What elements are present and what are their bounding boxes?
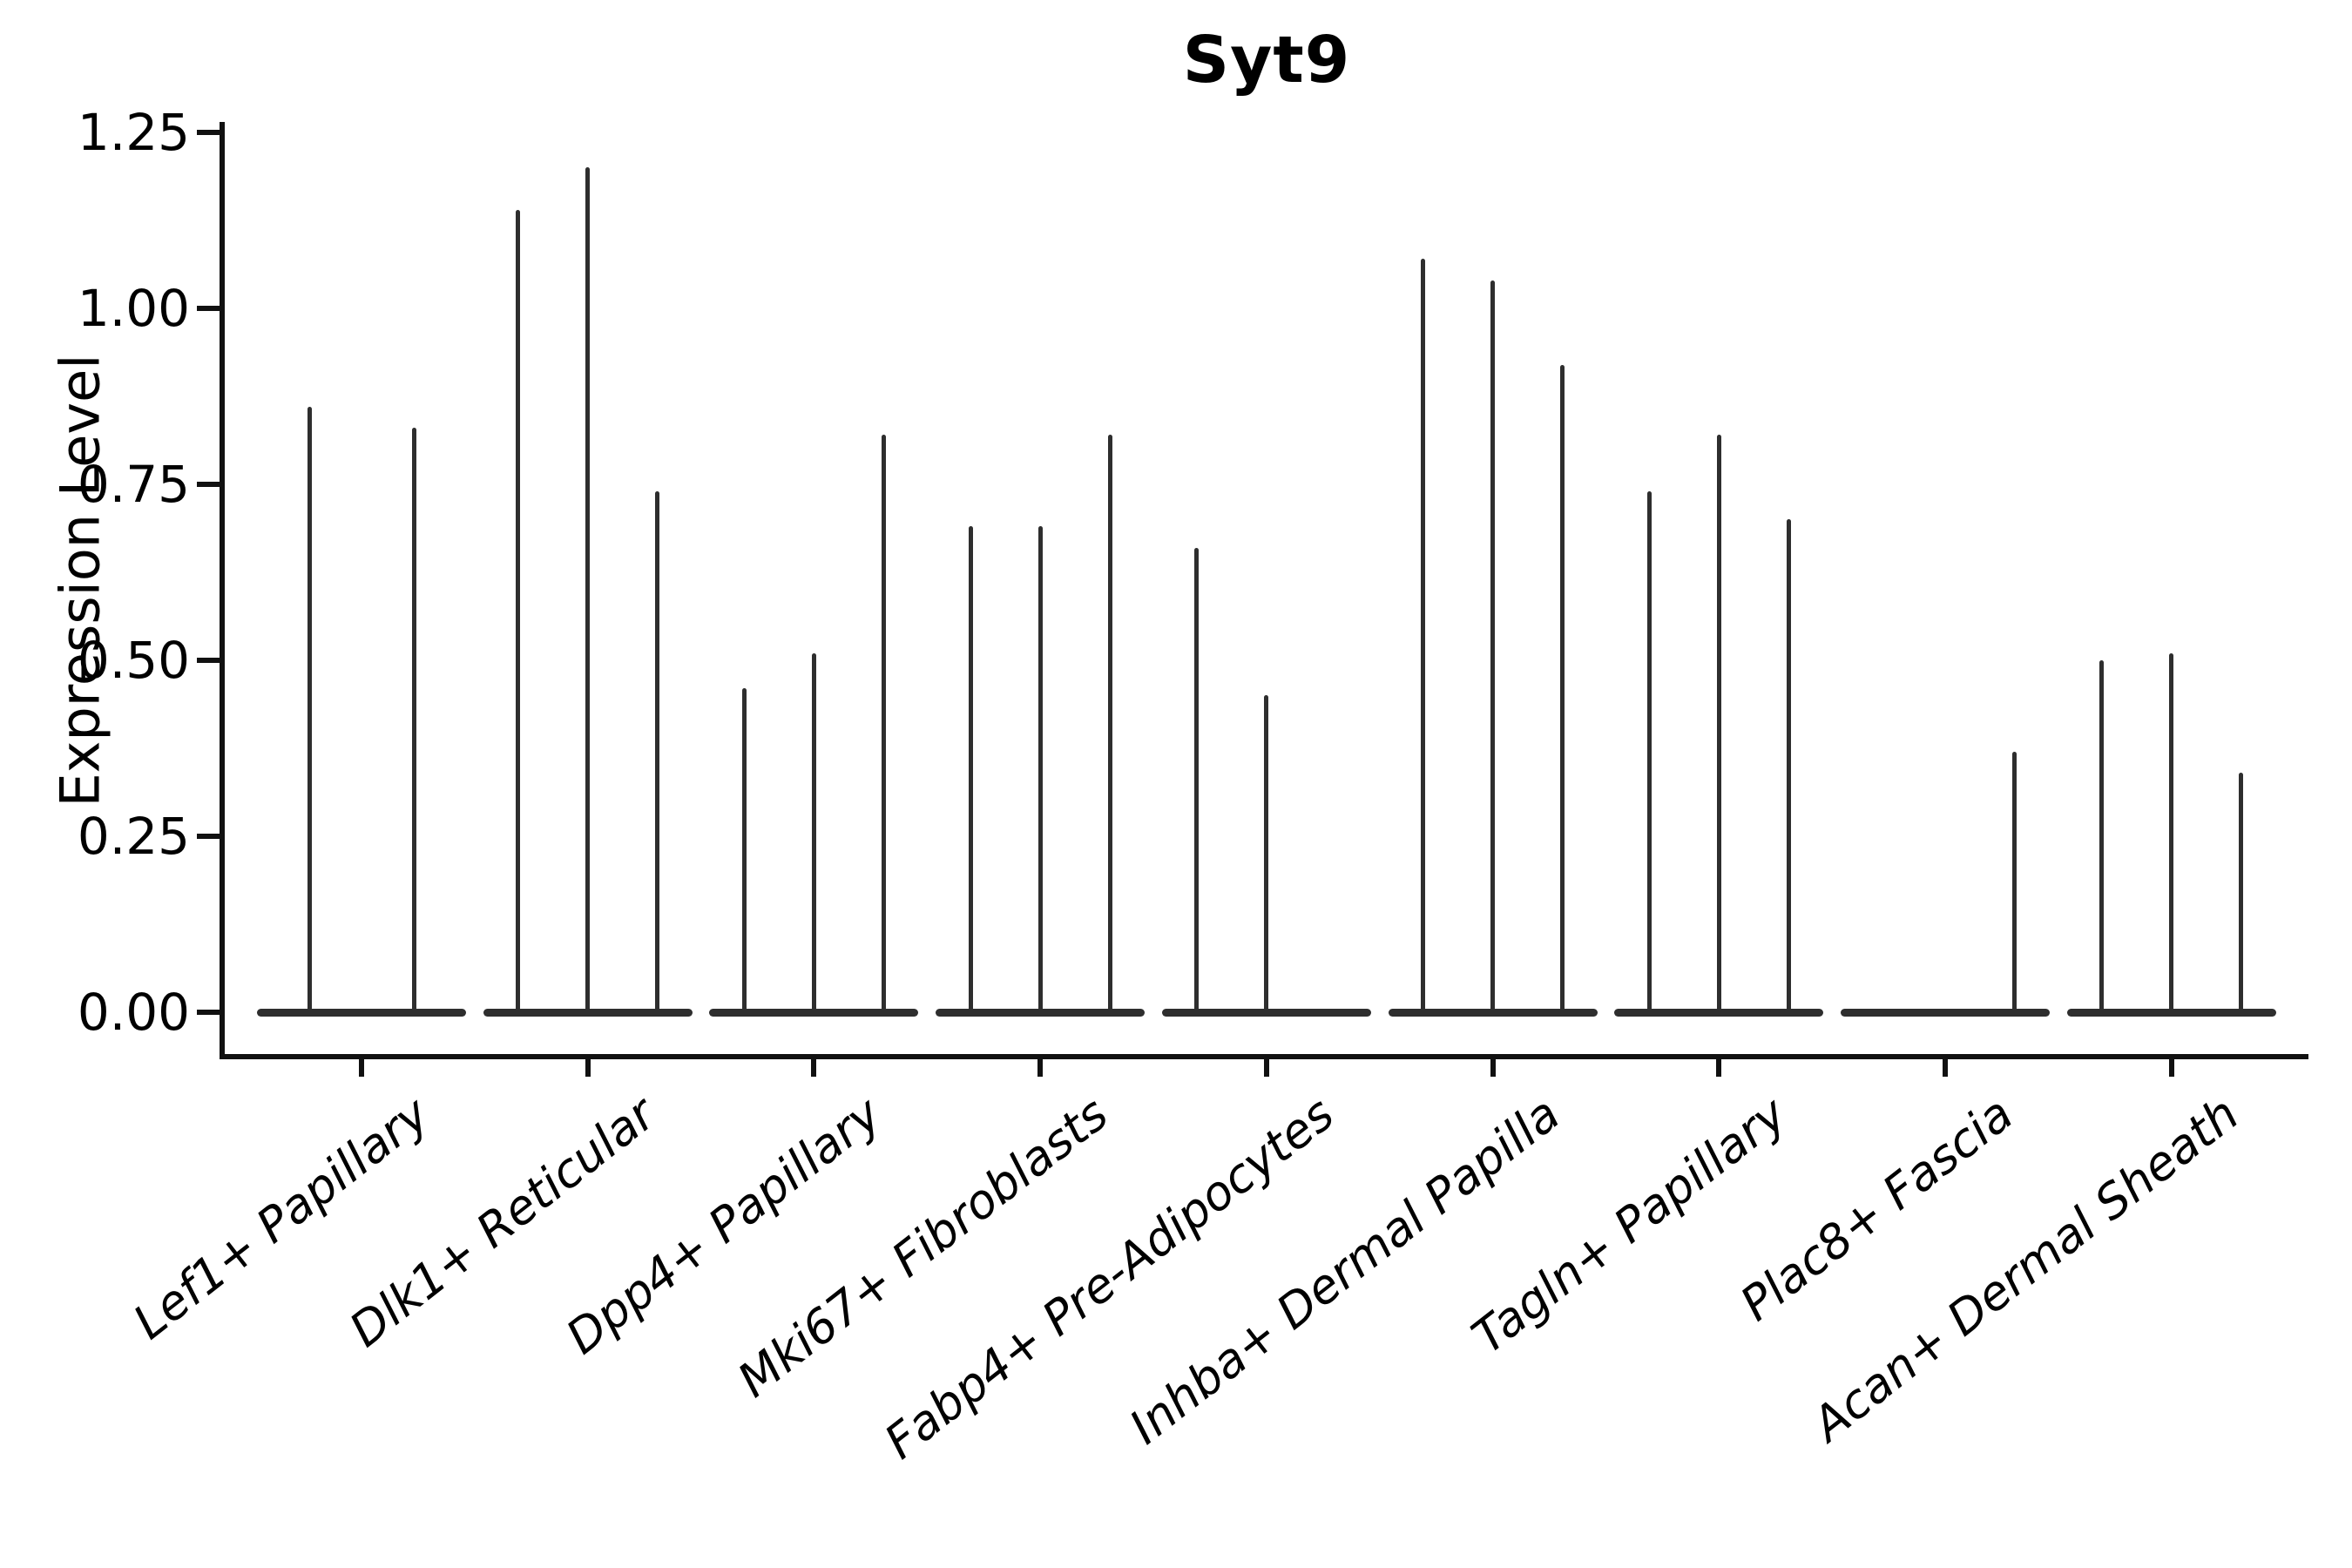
violin-spike [516, 209, 521, 1012]
violin-spike [741, 688, 747, 1012]
x-tick [1263, 1056, 1269, 1077]
y-tick-label: 1.25 [77, 103, 190, 162]
y-tick [197, 658, 221, 663]
x-tick-label: Mki67+ Fibroblasts [727, 1085, 1119, 1409]
violin-spike [2169, 652, 2174, 1012]
violin-body [257, 1009, 466, 1017]
violin-body [709, 1009, 919, 1017]
violin-spike [2239, 773, 2244, 1012]
violin-spike [2099, 660, 2105, 1012]
x-tick [2168, 1056, 2174, 1077]
violin-spike [811, 652, 816, 1012]
y-tick-label: 0.50 [77, 631, 190, 690]
y-tick-label: 0.75 [77, 455, 190, 514]
violin-spike [655, 491, 660, 1012]
violin-spike [1107, 435, 1112, 1012]
violin-spike [585, 167, 591, 1012]
violin-spike [307, 407, 312, 1012]
violin-spike [1037, 526, 1043, 1012]
y-tick [197, 130, 221, 135]
violin-body [1161, 1009, 1371, 1017]
y-tick-label: 0.25 [77, 807, 190, 866]
x-tick [359, 1056, 364, 1077]
y-tick [197, 1010, 221, 1015]
violin-body [483, 1009, 693, 1017]
violin-spike [968, 526, 973, 1012]
violin-body [1614, 1009, 1824, 1017]
x-tick [1942, 1056, 1948, 1077]
y-axis-label: Expression Level [48, 354, 112, 808]
violin-spike [1786, 519, 1791, 1012]
y-tick [197, 306, 221, 311]
violin-spike [1264, 695, 1269, 1012]
x-tick [585, 1056, 591, 1077]
violin-spike [1421, 259, 1425, 1012]
violin-body [936, 1009, 1146, 1017]
plot-title: Syt9 [1182, 23, 1351, 98]
violin-spike [1646, 491, 1652, 1012]
violin-body [2066, 1009, 2276, 1017]
y-tick-label: 1.00 [77, 279, 190, 338]
violin-spike [1716, 435, 1721, 1012]
x-tick [811, 1056, 817, 1077]
violin-spike [2012, 752, 2017, 1012]
violin-spike [1560, 364, 1565, 1012]
x-tick-label: Fabp4+ Pre-Adipocytes [874, 1085, 1344, 1470]
violin-spike [411, 428, 416, 1012]
violin-spike [1490, 280, 1495, 1012]
x-tick-label: Acan+ Dermal Sheath [1801, 1085, 2249, 1452]
violin-spike [1194, 547, 1200, 1012]
x-tick [1716, 1056, 1722, 1077]
y-tick [197, 482, 221, 487]
y-axis-spine [220, 122, 225, 1059]
violin-body [1840, 1009, 2050, 1017]
y-tick [197, 834, 221, 839]
x-tick [1490, 1056, 1496, 1077]
x-tick-label: Inhba+ Dermal Papilla [1119, 1085, 1571, 1456]
violin-spike [881, 435, 886, 1012]
y-tick-label: 0.00 [77, 983, 190, 1042]
violin-body [1388, 1009, 1598, 1017]
x-tick [1037, 1056, 1044, 1077]
